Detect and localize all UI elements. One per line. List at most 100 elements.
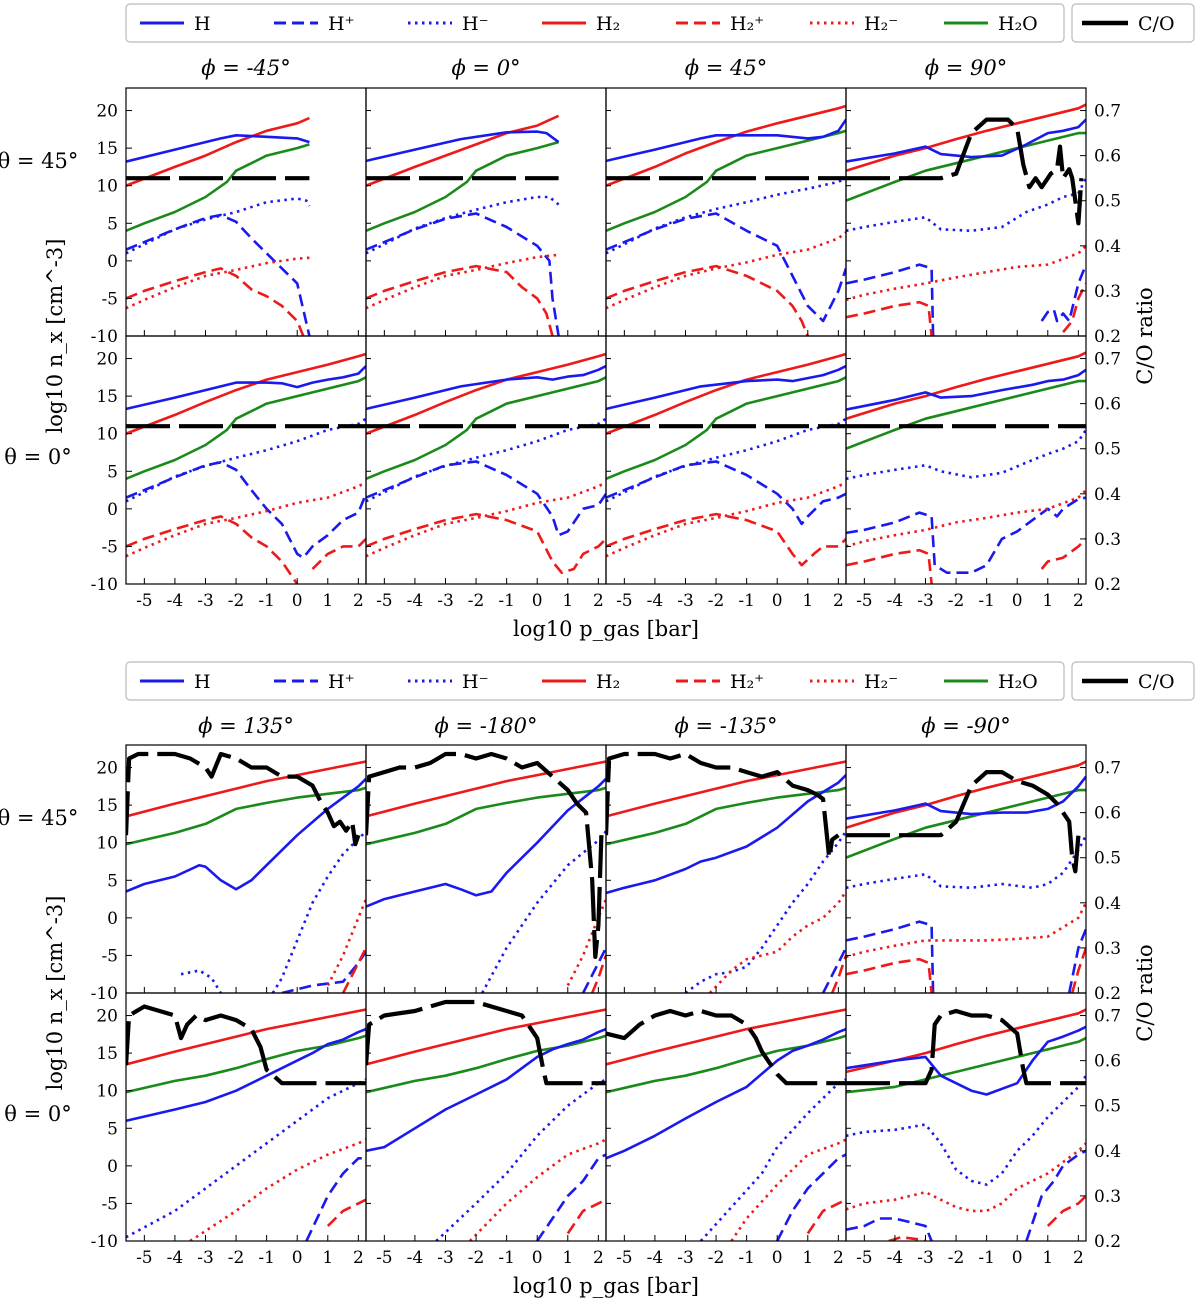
x-tick-label: 1: [562, 1248, 573, 1268]
y-right-tick-label: 0.2: [1094, 327, 1121, 347]
panel-series: [366, 999, 606, 1241]
series-H: [126, 134, 310, 163]
y-right-axis-label: C/O ratio: [1133, 944, 1157, 1041]
series-H2+: [830, 954, 846, 993]
legend-box-co: [1071, 3, 1195, 43]
x-tick-label: -4: [647, 1248, 664, 1268]
panel-0-0-0: -10 -5 0 5 10 15 20: [91, 87, 367, 347]
y-tick-label: 5: [107, 462, 118, 482]
series-H+: [581, 947, 606, 993]
y-tick-label: 0: [107, 909, 118, 929]
x-tick-label: 0: [292, 1248, 303, 1268]
legend-label-H2: H₂: [596, 13, 620, 35]
panel-frame: [125, 992, 367, 1242]
x-tick-label: -1: [978, 591, 995, 611]
series-H+: [846, 263, 935, 336]
series-H+: [606, 460, 846, 526]
column-title: ϕ = 135°: [198, 714, 294, 738]
series-H2+b: [311, 537, 366, 570]
series-H-: [606, 177, 846, 255]
series-H2-: [606, 481, 846, 558]
panel-0-1-2: -5 -4 -3 -2 -1 0 1 2: [605, 335, 847, 611]
series-CO: [126, 1004, 366, 1086]
series-H2-: [366, 253, 559, 310]
series-H2O: [366, 140, 559, 233]
series-CO: [606, 751, 840, 860]
y-tick-label: 15: [96, 387, 118, 407]
x-tick-label: 2: [1073, 1248, 1084, 1268]
panel-series: [366, 114, 560, 336]
row-label: θ = 45°: [0, 149, 78, 173]
x-tick-label: -2: [948, 1248, 965, 1268]
series-H: [366, 1027, 606, 1153]
panel-0-0-1: [365, 87, 607, 337]
series-H-: [684, 830, 846, 993]
y-tick-label: 20: [96, 759, 118, 779]
y-right-tick-label: 0.7: [1094, 102, 1121, 122]
x-tick-label: 0: [1012, 1248, 1023, 1268]
series-H+: [846, 1217, 933, 1241]
series-H: [366, 364, 606, 411]
x-tick-label: 1: [562, 591, 573, 611]
series-H-: [481, 830, 606, 993]
y-tick-label: 15: [96, 1044, 118, 1064]
series-H+: [606, 212, 846, 323]
series-H2+: [341, 947, 366, 993]
y-right-tick-label: 0.6: [1094, 147, 1121, 167]
panel-series: [846, 103, 1086, 336]
x-tick-label: -5: [376, 1248, 393, 1268]
y-right-tick-label: 0.3: [1094, 939, 1121, 959]
series-H2+: [366, 512, 606, 574]
column-title: ϕ = -180°: [435, 714, 538, 738]
series-H2: [846, 351, 1086, 420]
series-H: [366, 130, 560, 163]
x-tick-label: -1: [738, 1248, 755, 1268]
panel-series: [366, 751, 606, 993]
y-tick-label: -10: [91, 984, 118, 1004]
x-tick-label: -1: [738, 591, 755, 611]
series-H2: [366, 1008, 606, 1066]
y-right-tick-label: 0.4: [1094, 1142, 1121, 1162]
series-H2-: [846, 902, 1086, 959]
y-tick-label: 10: [96, 425, 118, 445]
panel-1-0-3: 0.2 0.3 0.4 0.5 0.6 0.7: [845, 744, 1121, 1004]
legend-box: [125, 3, 1065, 43]
x-tick-label: -5: [136, 591, 153, 611]
series-H2+b: [1046, 1194, 1086, 1227]
series-H2-: [606, 231, 846, 310]
panel-series: [846, 760, 1086, 993]
legend-label-H2O: H₂O: [998, 671, 1038, 693]
x-tick-label: -5: [616, 1248, 633, 1268]
series-H2-: [846, 1142, 1086, 1213]
series-H2: [606, 352, 846, 435]
series-H-: [846, 834, 1086, 890]
series-H2+b: [1040, 537, 1086, 570]
legend-label-H2O: H₂O: [998, 13, 1038, 35]
legend-label-H2-: H₂⁻: [864, 13, 898, 35]
x-tick-label: 1: [322, 591, 333, 611]
column-title: ϕ = -45°: [201, 56, 291, 80]
x-tick-label: 2: [833, 591, 844, 611]
y-right-tick-label: 0.6: [1094, 1052, 1121, 1072]
x-tick-label: -5: [616, 591, 633, 611]
series-H2: [126, 352, 366, 435]
series-H-b: [271, 830, 366, 993]
x-tick-label: 0: [532, 591, 543, 611]
series-H+: [126, 461, 366, 559]
series-H-: [126, 197, 311, 255]
panel-series: [126, 352, 366, 584]
series-H: [606, 118, 846, 163]
x-tick-label: -3: [197, 1248, 214, 1268]
x-tick-label: 1: [1042, 591, 1053, 611]
x-tick-label: -3: [437, 591, 454, 611]
panel-frame: [605, 87, 847, 337]
x-tick-label: 1: [802, 591, 813, 611]
y-right-tick-label: 0.5: [1094, 192, 1121, 212]
x-tick-label: -3: [437, 1248, 454, 1268]
panel-frame: [365, 744, 607, 994]
x-tick-label: -2: [948, 591, 965, 611]
y-right-tick-label: 0.5: [1094, 440, 1121, 460]
y-tick-label: 5: [107, 1119, 118, 1139]
y-right-axis-label: C/O ratio: [1133, 287, 1157, 384]
